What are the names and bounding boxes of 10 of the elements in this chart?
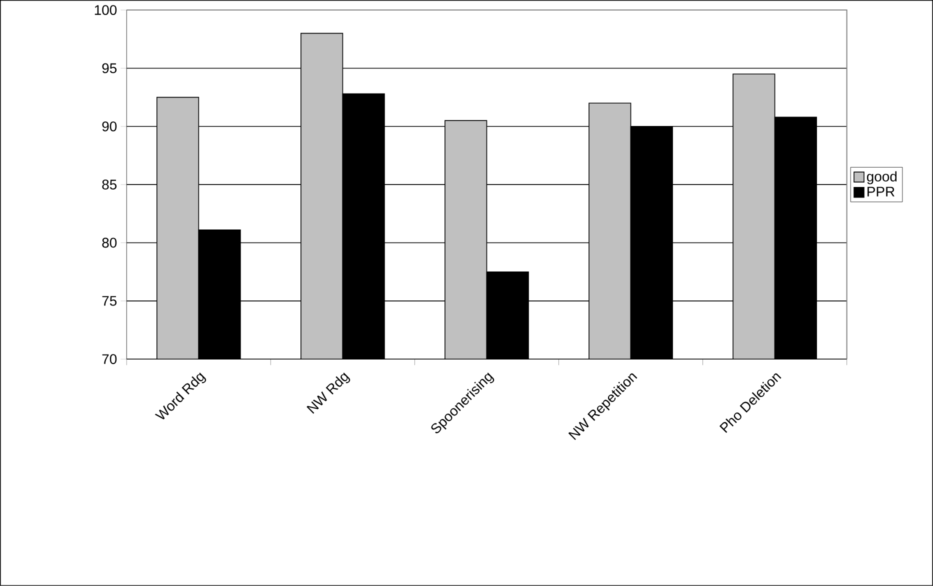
y-tick-label: 95: [102, 63, 117, 74]
y-tick-label: 70: [102, 354, 117, 364]
y-tick-label: 75: [102, 296, 117, 306]
x-tick-label: NW Rdg: [306, 372, 350, 414]
y-tick-label: 85: [102, 180, 117, 190]
legend-label: good: [866, 171, 897, 184]
y-tick-label: 80: [102, 238, 117, 248]
y-tick-label: 90: [102, 121, 117, 132]
y-tick-label: 100: [94, 5, 117, 16]
legend-label: PPR: [868, 186, 894, 196]
